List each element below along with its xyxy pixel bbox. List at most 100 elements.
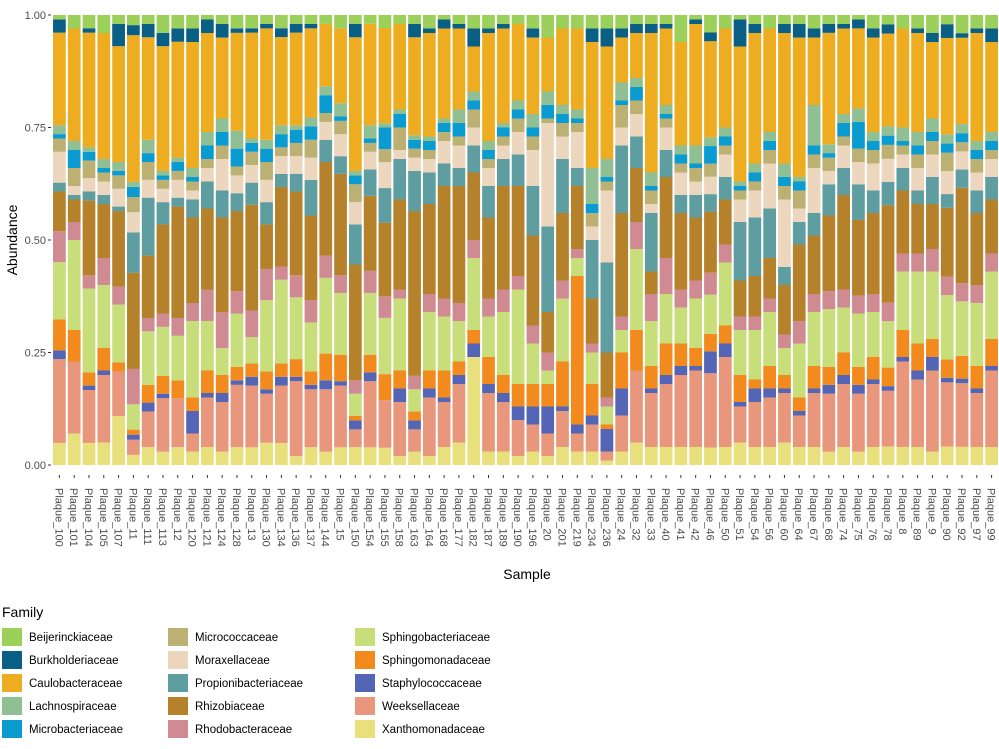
bar-segment-rhizobiaceae — [630, 168, 643, 222]
bar-stack — [674, 15, 688, 465]
bar-segment-lachnospiraceae — [970, 141, 984, 150]
bar-segment-sphingomonadaceae — [215, 375, 229, 393]
bar-segment-propionibacteriaceae — [112, 206, 125, 212]
bar-segment-weeksellaceae — [985, 370, 998, 447]
bar-segment-lachnospiraceae — [748, 163, 762, 173]
bar-segment-burkholderiaceae — [985, 28, 998, 42]
x-tick-label: Plaque_9 — [925, 488, 937, 535]
bar-segment-caulobacteraceae — [970, 33, 984, 141]
x-tick-label: Plaque_189 — [496, 488, 508, 547]
bar-segment-burkholderiaceae — [82, 28, 96, 33]
bar-segment-weeksellaceae — [630, 370, 643, 443]
bar-segment-rhizobiaceae — [970, 213, 984, 285]
bar-segment-xanthomonadaceae — [378, 447, 392, 465]
bar-segment-moraxellaceae — [807, 168, 821, 213]
bar-segment-beijerinckiaceae — [955, 15, 969, 34]
bar-stack — [186, 15, 199, 465]
bar-segment-propionibacteriaceae — [156, 202, 170, 225]
bar-segment-sphingobacteriaceae — [674, 307, 688, 344]
bar-segment-beijerinckiaceae — [763, 15, 777, 29]
bar-segment-rhodobacteraceae — [363, 270, 377, 293]
legend-label: Moraxellaceae — [195, 655, 270, 667]
bar-segment-beijerinckiaceae — [82, 15, 96, 29]
bar-segment-micrococcaceae — [718, 145, 732, 155]
legend-swatch — [168, 628, 188, 646]
x-tick-label: Plaque_124 — [215, 488, 227, 547]
x-tick-label: Plaque_137 — [304, 488, 316, 547]
bar-segment-caulobacteraceae — [541, 37, 555, 92]
bar-segment-weeksellaceae — [659, 384, 673, 447]
bar-segment-microbacteriaceae — [482, 150, 495, 159]
bar-segment-rhodobacteraceae — [733, 316, 747, 330]
bar-segment-rhodobacteraceae — [896, 253, 910, 272]
bar-segment-caulobacteraceae — [437, 28, 451, 119]
bar-segment-propionibacteriaceae — [822, 184, 836, 216]
bar-stack — [53, 15, 66, 465]
bar-segment-sphingobacteriaceae — [319, 277, 333, 354]
bar-segment-lachnospiraceae — [704, 137, 717, 147]
bar-segment-sphingobacteriaceae — [689, 298, 703, 348]
bar-segment-beijerinckiaceae — [363, 15, 377, 24]
bar-segment-weeksellaceae — [689, 370, 703, 447]
bar-segment-weeksellaceae — [215, 402, 229, 452]
bar-segment-sphingomonadaceae — [837, 352, 850, 375]
bar-stack — [112, 15, 125, 465]
bar-segment-staphylococcaceae — [334, 381, 347, 386]
bar-segment-sphingomonadaceae — [911, 343, 924, 371]
bar-segment-weeksellaceae — [408, 429, 421, 452]
bar-segment-caulobacteraceae — [600, 46, 614, 159]
bar-segment-xanthomonadaceae — [748, 447, 762, 465]
bar-segment-beijerinckiaceae — [837, 15, 850, 24]
bar-segment-xanthomonadaceae — [215, 451, 229, 465]
bar-segment-burkholderiaceae — [215, 24, 229, 38]
bar-segment-microbacteriaceae — [822, 153, 836, 158]
bar-segment-rhizobiaceae — [748, 276, 762, 317]
x-tick-label: Plaque_89 — [911, 488, 923, 541]
bar-segment-burkholderiaceae — [748, 24, 762, 33]
x-tick-label: Plaque_12 — [171, 488, 183, 541]
x-tick-label: Plaque_107 — [112, 488, 124, 547]
bar-segment-rhizobiaceae — [778, 285, 791, 335]
x-tick-label: Plaque_187 — [482, 488, 494, 547]
bar-segment-microbacteriaceae — [733, 186, 747, 191]
x-tick-label: Plaque_60 — [777, 488, 789, 541]
bar-stack — [630, 15, 643, 465]
bar-segment-lachnospiraceae — [911, 132, 924, 146]
bar-segment-micrococcaceae — [186, 181, 199, 191]
bar-segment-rhizobiaceae — [541, 312, 555, 353]
bar-segment-lachnospiraceae — [112, 162, 125, 171]
y-axis: 0.00 0.25 0.50 0.75 1.00 — [25, 10, 51, 472]
bar-segment-xanthomonadaceae — [245, 447, 259, 465]
bar-segment-lachnospiraceae — [955, 124, 969, 134]
bar-segment-propionibacteriaceae — [511, 154, 525, 186]
bar-segment-moraxellaceae — [334, 134, 347, 157]
bar-segment-xanthomonadaceae — [896, 447, 910, 465]
bar-stack — [911, 15, 924, 465]
bar-segment-sphingomonadaceae — [274, 363, 288, 377]
bar-segment-weeksellaceae — [186, 433, 199, 452]
bar-segment-burkholderiaceae — [171, 28, 185, 42]
bar-stack — [659, 15, 673, 465]
bar-segment-rhodobacteraceae — [201, 289, 214, 321]
bar-segment-moraxellaceae — [733, 199, 747, 222]
bar-segment-xanthomonadaceae — [393, 456, 407, 465]
bar-segment-rhizobiaceae — [985, 199, 998, 254]
bar-segment-xanthomonadaceae — [881, 446, 895, 465]
bar-segment-microbacteriaceae — [452, 123, 466, 137]
bar-segment-propionibacteriaceae — [837, 168, 850, 195]
bar-segment-rhizobiaceae — [511, 186, 525, 276]
bar-segment-microbacteriaceae — [896, 141, 910, 146]
bar-segment-microbacteriaceae — [334, 116, 347, 121]
bar-stack — [837, 15, 850, 465]
bar-segment-rhodobacteraceae — [186, 303, 199, 321]
bar-segment-lachnospiraceae — [733, 181, 747, 186]
bar-segment-microbacteriaceae — [97, 168, 111, 173]
bar-segment-beijerinckiaceae — [792, 15, 806, 24]
bar-segment-micrococcaceae — [926, 141, 939, 155]
bar-segment-rhodobacteraceae — [644, 294, 658, 321]
bar-segment-micrococcaceae — [230, 166, 244, 176]
bar-segment-rhodobacteraceae — [778, 334, 791, 348]
bar-segment-sphingomonadaceae — [67, 330, 81, 362]
bar-segment-micrococcaceae — [985, 150, 998, 159]
legend-swatch — [355, 720, 375, 738]
